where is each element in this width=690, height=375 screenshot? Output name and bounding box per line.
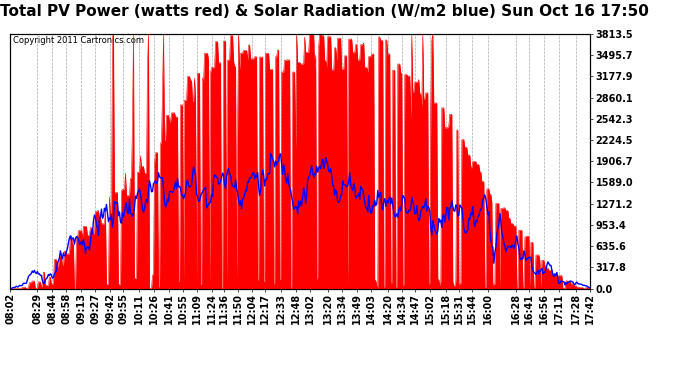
Text: Copyright 2011 Cartronics.com: Copyright 2011 Cartronics.com <box>13 36 144 45</box>
Text: Total PV Power (watts red) & Solar Radiation (W/m2 blue) Sun Oct 16 17:50: Total PV Power (watts red) & Solar Radia… <box>0 4 649 19</box>
